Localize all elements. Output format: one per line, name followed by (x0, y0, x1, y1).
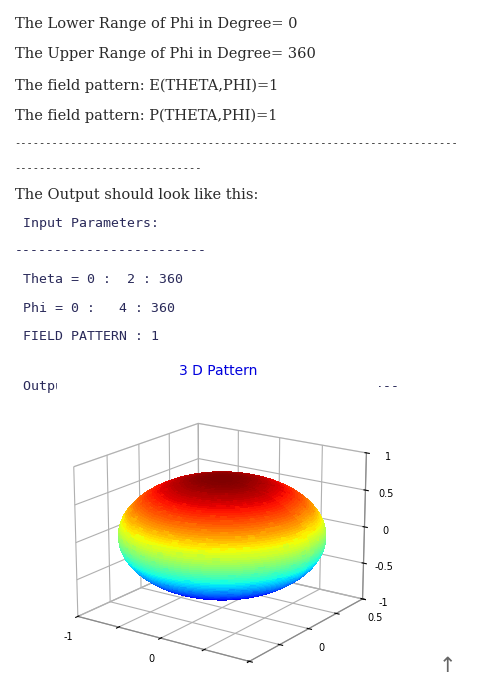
Text: The field pattern: P(THETA,PHI)=1: The field pattern: P(THETA,PHI)=1 (15, 109, 277, 123)
Text: Input Parameters:: Input Parameters: (15, 217, 159, 230)
Text: The Lower Range of Phi in Degree= 0: The Lower Range of Phi in Degree= 0 (15, 17, 297, 31)
Text: The field pattern: E(THETA,PHI)=1: The field pattern: E(THETA,PHI)=1 (15, 78, 278, 92)
Text: ↑: ↑ (439, 657, 457, 676)
Text: Phi = 0 :   4 : 360: Phi = 0 : 4 : 360 (15, 302, 175, 314)
Text: The Output should look like this:: The Output should look like this: (15, 188, 258, 202)
Text: The Upper Range of Phi in Degree= 360: The Upper Range of Phi in Degree= 360 (15, 48, 315, 62)
Text: ------------------------: ------------------------ (15, 244, 206, 257)
Text: -----------------------------------------------------------------------: ----------------------------------------… (15, 138, 458, 148)
Title: 3 D Pattern: 3 D Pattern (179, 364, 257, 378)
Text: Output is shown in the figure below------------: Output is shown in the figure below-----… (15, 381, 398, 393)
Text: FIELD PATTERN : 1: FIELD PATTERN : 1 (15, 330, 159, 344)
Text: Theta = 0 :  2 : 360: Theta = 0 : 2 : 360 (15, 272, 183, 286)
Text: ------------------------------: ------------------------------ (15, 163, 202, 173)
